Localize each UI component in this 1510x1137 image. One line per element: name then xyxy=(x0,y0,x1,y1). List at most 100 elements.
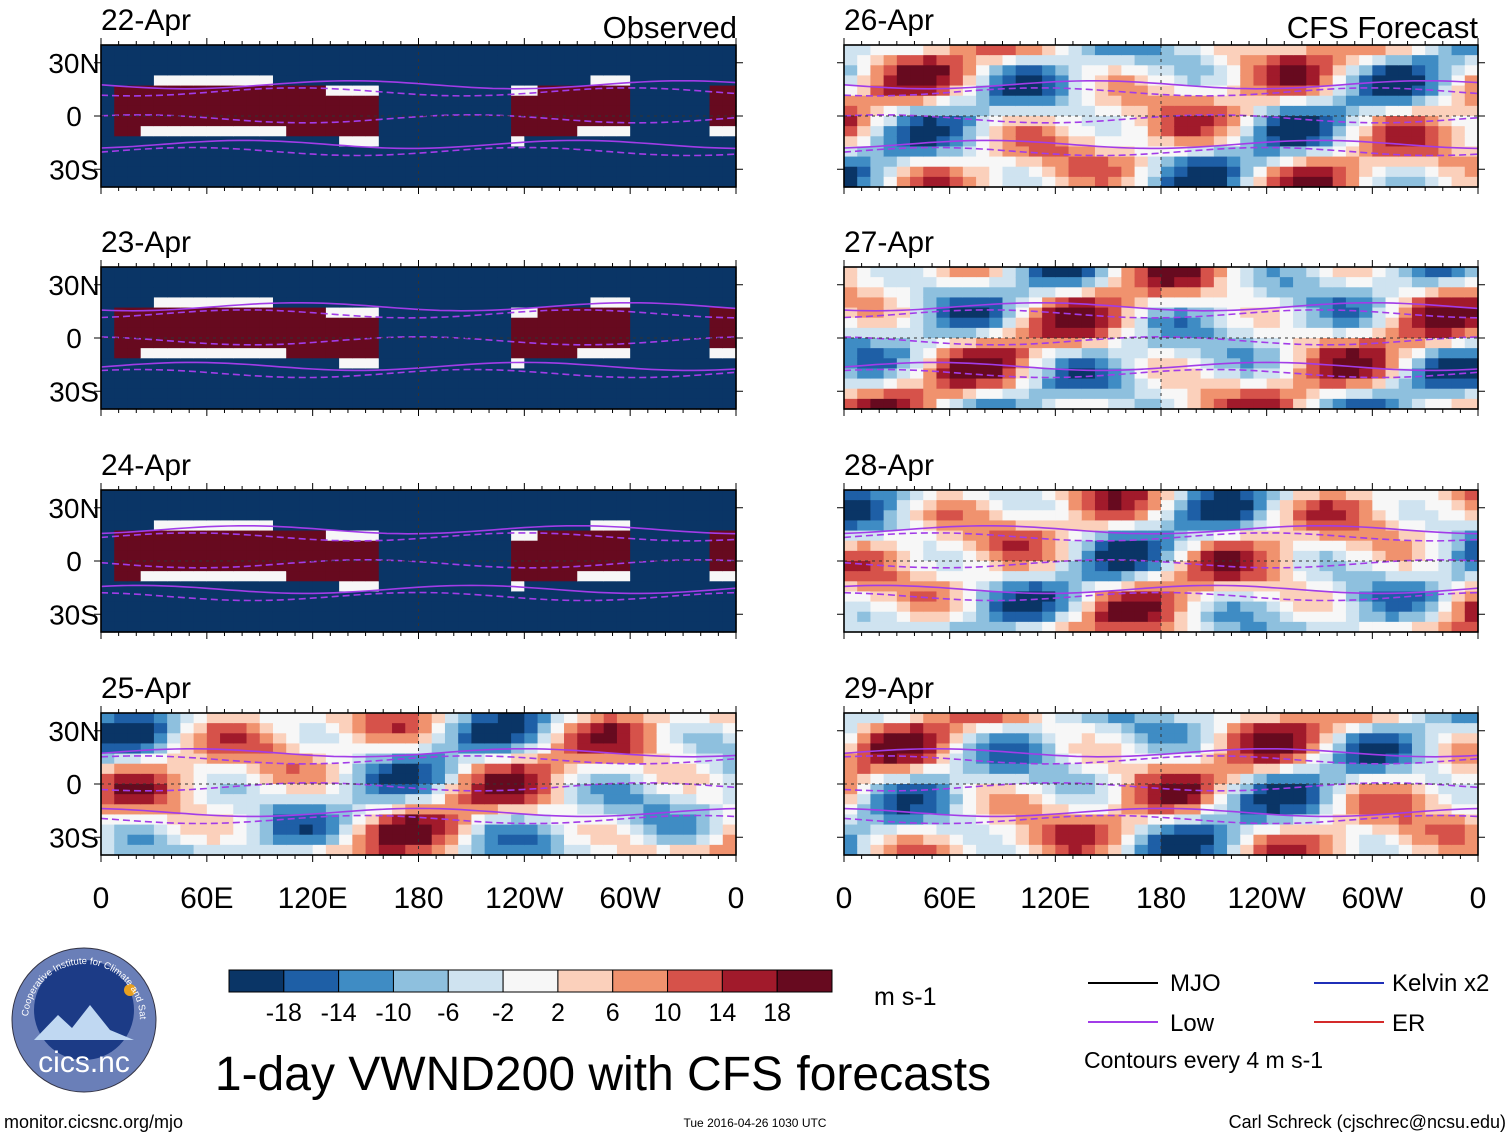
heatmap-cell xyxy=(325,844,340,856)
heatmap-cell xyxy=(220,126,234,137)
heatmap-cell xyxy=(392,368,406,380)
heatmap-cell xyxy=(722,490,737,501)
heatmap-cell xyxy=(220,581,234,593)
heatmap-cell xyxy=(1002,621,1017,633)
heatmap-cell xyxy=(392,126,406,137)
heatmap-cell xyxy=(936,287,951,299)
heatmap-cell xyxy=(722,540,737,552)
heatmap-cell xyxy=(259,55,274,66)
heatmap-cell xyxy=(1200,146,1215,158)
heatmap-cell xyxy=(206,824,221,836)
heatmap-cell xyxy=(1345,287,1360,299)
heatmap-cell xyxy=(259,784,274,795)
heatmap-cell xyxy=(722,65,737,77)
heatmap-cell xyxy=(431,784,446,795)
heatmap-cell xyxy=(286,156,301,168)
heatmap-cell xyxy=(167,85,181,97)
heatmap-cell xyxy=(1134,105,1149,117)
heatmap-cell xyxy=(1081,490,1096,501)
heatmap-cell xyxy=(976,116,990,127)
heatmap-cell xyxy=(1187,378,1202,390)
heatmap-cell xyxy=(286,520,301,532)
heatmap-cell xyxy=(1094,581,1109,593)
heatmap-cell xyxy=(656,490,671,501)
heatmap-cell xyxy=(1187,530,1202,542)
contour-line xyxy=(100,755,737,765)
heatmap-cell xyxy=(127,571,142,582)
heatmap-cell xyxy=(564,561,578,572)
heatmap-cell xyxy=(431,277,446,288)
heatmap-cell xyxy=(1081,55,1096,66)
heatmap-cell xyxy=(312,156,327,168)
heatmap-cell xyxy=(511,753,525,765)
heatmap-cell xyxy=(683,601,697,613)
heatmap-cell xyxy=(1134,398,1149,410)
heatmap-cell xyxy=(233,794,248,805)
heatmap-cell xyxy=(524,297,539,309)
heatmap-cell xyxy=(392,561,406,572)
heatmap-cell xyxy=(537,733,552,745)
heatmap-cell xyxy=(458,136,473,148)
heatmap-cell xyxy=(206,611,221,623)
heatmap-cell xyxy=(1319,105,1334,117)
heatmap-cell xyxy=(471,126,486,137)
heatmap-cell xyxy=(936,327,951,339)
heatmap-cell xyxy=(127,307,142,319)
heatmap-cell xyxy=(1042,368,1056,380)
heatmap-cell xyxy=(1227,368,1241,380)
heatmap-cell xyxy=(1055,550,1070,562)
heatmap-cell xyxy=(140,591,155,603)
heatmap-cell xyxy=(870,581,885,593)
heatmap-cell xyxy=(114,105,129,117)
heatmap-cell xyxy=(1042,327,1056,339)
heatmap-cell xyxy=(643,530,658,542)
heatmap-cell xyxy=(643,581,658,593)
heatmap-cell xyxy=(844,307,858,319)
heatmap-cell xyxy=(497,105,512,117)
heatmap-cell xyxy=(444,388,459,400)
heatmap-cell xyxy=(471,307,486,319)
heatmap-cell xyxy=(1161,540,1175,552)
heatmap-cell xyxy=(114,550,129,562)
heatmap-cell xyxy=(1332,45,1347,56)
heatmap-cell xyxy=(180,85,195,97)
heatmap-cell xyxy=(497,307,512,319)
heatmap-cell xyxy=(405,95,420,107)
heatmap-cell xyxy=(365,277,380,288)
heatmap-cell xyxy=(286,794,301,805)
heatmap-cell xyxy=(392,45,406,56)
heatmap-cell xyxy=(286,773,301,785)
heatmap-cell xyxy=(206,267,221,278)
heatmap-cell xyxy=(140,844,155,856)
heatmap-cell xyxy=(444,398,459,410)
heatmap-cell xyxy=(471,176,486,188)
heatmap-cell xyxy=(471,520,486,532)
heatmap-cell xyxy=(683,723,697,734)
heatmap-cell xyxy=(378,378,393,390)
heatmap-cell xyxy=(630,378,644,390)
heatmap-cell xyxy=(524,540,539,552)
heatmap-cell xyxy=(233,307,248,319)
heatmap-cell xyxy=(365,581,380,593)
heatmap-cell xyxy=(1161,307,1175,319)
heatmap-cell xyxy=(524,95,539,107)
heatmap-cell xyxy=(497,773,512,785)
heatmap-cell xyxy=(564,338,578,349)
heatmap-cell xyxy=(114,713,129,724)
heatmap-cell xyxy=(709,287,724,299)
heatmap-cell xyxy=(325,105,340,117)
heatmap-cell xyxy=(949,166,964,178)
heatmap-cell xyxy=(312,743,327,755)
heatmap-cell xyxy=(669,388,684,400)
heatmap-cell xyxy=(418,166,433,178)
heatmap-cell xyxy=(365,398,380,410)
heatmap-cell xyxy=(1042,611,1056,623)
heatmap-cell xyxy=(1042,85,1056,97)
heatmap-cell xyxy=(1134,358,1149,370)
heatmap-cell xyxy=(299,784,314,795)
heatmap-cell xyxy=(603,287,618,299)
heatmap-cell xyxy=(537,398,552,410)
heatmap-cell xyxy=(696,824,711,836)
heatmap-cell xyxy=(140,510,155,522)
heatmap-cell xyxy=(564,85,578,97)
